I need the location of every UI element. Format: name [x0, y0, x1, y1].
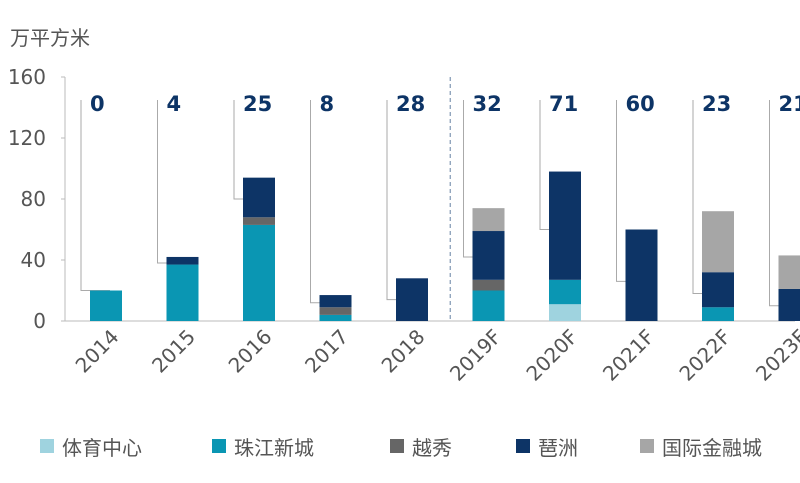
legend-item: 琶洲	[516, 428, 578, 464]
x-tick-label: 2020F	[521, 325, 582, 386]
bar-segment	[549, 171, 581, 280]
legend: 体育中心 珠江新城 越秀 琶洲 国际金融城	[40, 428, 800, 464]
top-value-label: 32	[473, 92, 502, 116]
bar-segment	[549, 279, 581, 305]
legend-swatch	[516, 439, 530, 453]
legend-label: 琶洲	[538, 435, 578, 460]
bar-segment	[243, 177, 275, 218]
labels-group: 0 4 25 8 28 32 71 60 23 21 2014 2015 2016 2017 2018 201…	[71, 92, 800, 386]
top-value-label: 4	[167, 92, 182, 116]
x-tick-label: 2016	[224, 325, 277, 378]
legend-swatch	[390, 439, 404, 453]
top-value-label: 23	[702, 92, 731, 116]
bar-segment	[472, 208, 505, 232]
label-connector	[157, 100, 187, 264]
label-connector	[386, 100, 416, 301]
legend-item: 体育中心	[40, 428, 142, 464]
y-axis-unit-label: 万平方米	[10, 26, 90, 50]
bar-segment	[549, 304, 581, 321]
legend-label: 越秀	[412, 435, 452, 460]
legend-label: 体育中心	[62, 435, 142, 460]
bar-segment	[90, 290, 122, 321]
legend-label: 珠江新城	[234, 435, 314, 460]
legend-item: 越秀	[390, 428, 452, 464]
bar-segment	[319, 307, 352, 315]
top-value-label: 71	[549, 92, 578, 116]
x-tick-label: 2015	[147, 325, 200, 378]
x-tick-label: 2023F	[751, 325, 800, 386]
y-tick-label: 160	[8, 65, 46, 89]
x-tick-label: 2021F	[598, 325, 659, 386]
bar-segment	[319, 314, 352, 321]
top-value-label: 28	[396, 92, 425, 116]
bar-segment	[243, 224, 275, 321]
bar-segment	[472, 290, 505, 321]
bar-segment	[319, 295, 352, 308]
legend-label: 国际金融城	[662, 435, 762, 460]
bar-segment	[702, 307, 734, 321]
top-value-label: 25	[243, 92, 272, 116]
top-value-label: 60	[626, 92, 655, 116]
bar-segment	[702, 211, 734, 273]
bar-segment	[472, 279, 505, 291]
bar-segment	[778, 255, 800, 289]
y-tick-label: 80	[21, 187, 46, 211]
bar-segment	[625, 229, 658, 321]
label-connector	[310, 100, 340, 304]
bar-segment	[472, 231, 505, 280]
y-tick-label: 0	[33, 309, 46, 333]
top-value-label: 0	[90, 92, 105, 116]
legend-item: 珠江新城	[212, 428, 314, 464]
legend-item: 国际金融城	[640, 428, 762, 464]
x-tick-label: 2022F	[674, 325, 735, 386]
bar-segment	[166, 264, 199, 321]
legend-swatch	[40, 439, 54, 453]
y-tick-label: 120	[8, 126, 46, 150]
x-tick-label: 2017	[300, 325, 353, 378]
bar-segment	[396, 278, 428, 321]
bar-segment	[702, 272, 734, 308]
bars-group	[90, 171, 800, 321]
x-tick-label: 2019F	[445, 325, 506, 386]
label-connector	[80, 100, 110, 291]
legend-swatch	[640, 439, 654, 453]
bar-segment	[778, 288, 800, 321]
y-tick-label: 40	[21, 248, 46, 272]
bar-segment	[243, 217, 275, 225]
bar-segment	[166, 256, 199, 265]
legend-swatch	[212, 439, 226, 453]
top-value-label: 8	[320, 92, 335, 116]
x-tick-label: 2014	[71, 325, 124, 378]
top-value-label: 21	[779, 92, 800, 116]
x-tick-label: 2018	[377, 325, 430, 378]
